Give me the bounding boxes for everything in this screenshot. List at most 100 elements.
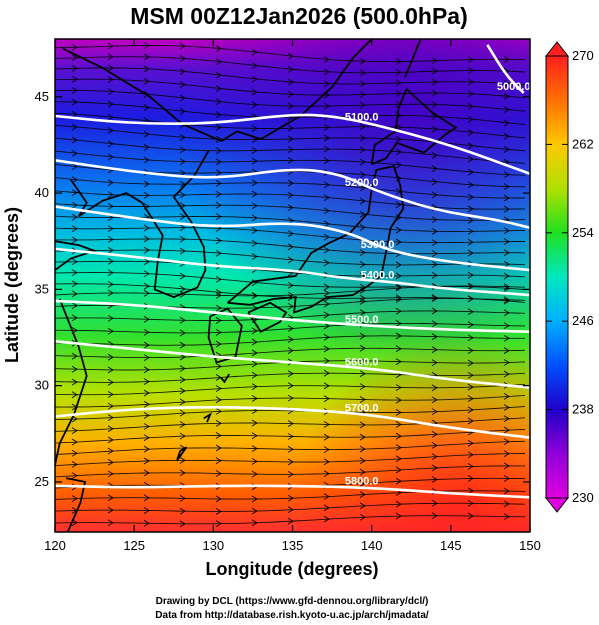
streamline-arrow <box>143 282 150 290</box>
streamline-arrow <box>179 81 186 89</box>
streamline-arrow <box>143 289 150 297</box>
streamline-arrow <box>431 78 438 86</box>
streamline-arrow <box>467 67 474 74</box>
streamline-arrow <box>179 353 186 361</box>
streamline-arrow <box>503 474 510 482</box>
streamline-arrow <box>395 296 402 303</box>
streamline <box>55 78 526 99</box>
streamline-arrow <box>467 487 474 495</box>
streamline-arrow <box>107 390 114 398</box>
streamline-arrow <box>251 202 258 210</box>
streamline-arrow <box>251 432 258 440</box>
streamline-arrow <box>215 85 222 92</box>
streamline-arrow <box>431 396 438 404</box>
chart-title: MSM 00Z12Jan2026 (500.0hPa) <box>130 3 468 29</box>
streamline-arrow <box>107 246 114 254</box>
streamline-arrow <box>323 294 330 302</box>
streamline-arrow <box>179 387 186 395</box>
coastline <box>220 373 230 384</box>
streamline-arrow <box>323 493 330 501</box>
streamline-arrow <box>215 419 222 427</box>
contour-label: 5600.0 <box>345 356 379 368</box>
streamline-arrow <box>431 320 438 328</box>
streamline-arrow <box>215 520 222 528</box>
streamline-arrow <box>359 197 366 205</box>
streamline-arrow <box>179 169 186 177</box>
streamline-arrow <box>215 169 222 177</box>
streamline-arrow <box>359 158 366 166</box>
coastline <box>404 39 422 78</box>
streamline-arrow <box>107 191 114 199</box>
credit-data: Data from http://database.rish.kyoto-u.a… <box>155 610 429 621</box>
streamline-arrow <box>215 317 222 324</box>
streamline-arrow <box>71 352 78 360</box>
streamline-arrow <box>467 216 474 224</box>
streamline-arrow <box>431 333 438 341</box>
streamline-arrow <box>107 76 114 83</box>
contour-label: 5800.0 <box>345 476 379 488</box>
streamline-arrow <box>179 376 186 384</box>
streamline-arrow <box>287 157 294 164</box>
streamline-arrow <box>503 450 510 458</box>
streamline-arrow <box>71 236 78 244</box>
contour-label: 5300.0 <box>361 239 395 251</box>
streamline-arrow <box>143 400 150 408</box>
streamline-arrow <box>71 189 78 197</box>
streamline-arrow <box>287 458 294 466</box>
streamline-arrow <box>107 366 114 374</box>
streamline-arrow <box>323 504 330 512</box>
streamline <box>55 465 525 478</box>
streamline-arrow <box>359 134 366 142</box>
streamline-arrow <box>395 68 402 76</box>
streamline <box>55 428 526 444</box>
streamline <box>55 203 526 221</box>
streamline-arrow <box>287 370 294 378</box>
streamline-arrow <box>287 394 294 402</box>
streamline-arrow <box>359 272 366 280</box>
coastline <box>62 39 373 143</box>
y-tick-label: 40 <box>35 185 49 200</box>
streamline-arrow <box>359 357 366 365</box>
streamline-arrow <box>179 398 186 406</box>
streamline-arrow <box>287 256 294 264</box>
streamline-arrow <box>359 491 366 498</box>
streamline-arrow <box>359 383 366 391</box>
coastline <box>65 477 87 532</box>
x-axis-label: Longitude (degrees) <box>205 559 378 579</box>
streamline-arrow <box>323 395 330 403</box>
streamline-arrow <box>107 64 114 72</box>
streamline-arrow <box>71 213 78 221</box>
streamline-arrow <box>467 451 474 459</box>
streamline-arrow <box>143 53 150 61</box>
streamline-arrow <box>467 193 474 201</box>
streamline-arrow <box>431 464 438 472</box>
streamline-arrow <box>251 179 258 187</box>
streamline-arrow <box>431 165 438 173</box>
streamline-arrow <box>71 438 78 446</box>
streamline-arrow <box>323 300 330 308</box>
streamline-arrow <box>143 423 150 430</box>
streamline-arrow <box>179 285 186 293</box>
streamline <box>55 406 526 420</box>
streamline-arrow <box>467 383 474 391</box>
x-tick-label: 130 <box>202 538 224 553</box>
streamline-arrow <box>71 460 78 468</box>
credit-drawing: Drawing by DCL (https://www.gfd-dennou.o… <box>156 596 429 607</box>
streamline-arrow <box>179 469 186 477</box>
streamline-arrow <box>467 155 474 163</box>
streamline <box>55 177 525 199</box>
streamline-arrow <box>107 519 114 527</box>
height-contours: 5000.0 5100.0 5200.0 5300.0 5400.0 5500.0 5600… <box>55 44 530 499</box>
streamline-arrow <box>323 446 330 454</box>
coastline <box>370 87 458 166</box>
streamline-arrow <box>395 90 402 97</box>
streamline-arrow <box>395 58 402 65</box>
streamline-arrow <box>359 445 366 453</box>
contour-line <box>55 247 530 297</box>
contour-line <box>55 113 530 176</box>
coastline <box>203 412 213 423</box>
streamline-arrow <box>251 62 258 70</box>
contour-line <box>55 406 530 439</box>
streamline-arrow <box>143 366 150 374</box>
streamline-arrow <box>395 201 402 209</box>
